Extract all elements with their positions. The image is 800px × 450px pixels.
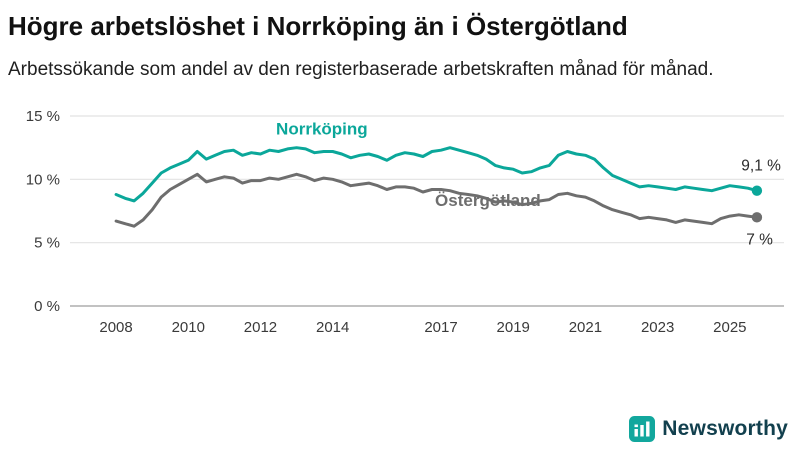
x-tick-2014: 2014 bbox=[316, 319, 349, 336]
x-tick-2008: 2008 bbox=[99, 319, 132, 336]
x-tick-2021: 2021 bbox=[569, 319, 602, 336]
newsworthy-logo[interactable]: Newsworthy bbox=[629, 416, 788, 442]
ostergotland-end-value-label: 7 % bbox=[746, 231, 773, 248]
series-lines bbox=[114, 146, 763, 228]
chart-page: Högre arbetslöshet i Norrköping än i Öst… bbox=[8, 11, 784, 345]
norrkoping-series-label: Norrköping bbox=[276, 119, 368, 138]
y-tick-0: 0 % bbox=[34, 298, 60, 315]
y-axis-labels: 15 % 10 % 5 % 0 % bbox=[26, 108, 60, 315]
x-tick-2025: 2025 bbox=[713, 319, 746, 336]
x-axis-labels: 2008 2010 2012 2014 2017 2019 2021 2023 2025 bbox=[99, 319, 746, 336]
newsworthy-logo-icon bbox=[629, 416, 656, 442]
series-annotations: Östergötland 7 % Norrköping 9,1 % bbox=[276, 119, 781, 248]
y-tick-15: 15 % bbox=[26, 108, 60, 125]
x-tick-2017: 2017 bbox=[424, 319, 457, 336]
y-tick-5: 5 % bbox=[34, 235, 60, 252]
norrkoping-end-value-label: 9,1 % bbox=[741, 158, 781, 175]
gridlines bbox=[70, 115, 784, 307]
line-chart-figure: 15 % 10 % 5 % 0 % 2008 2010 2012 2014 2017 2019 2… bbox=[8, 98, 784, 345]
line-chart: 15 %10 %5 %0 % 2008 2010 2012 2014 2017 2019 2… bbox=[26, 108, 784, 336]
norrkoping-line bbox=[114, 146, 759, 203]
norrkoping-end-dot bbox=[751, 185, 763, 196]
newsworthy-wordmark: Newsworthy bbox=[662, 417, 788, 440]
x-tick-2019: 2019 bbox=[497, 319, 530, 336]
x-tick-2010: 2010 bbox=[172, 319, 205, 336]
x-tick-2023: 2023 bbox=[641, 319, 674, 336]
ostergotland-end-dot bbox=[751, 211, 763, 223]
chart-title: Högre arbetslöshet i Norrköping än i Öst… bbox=[8, 11, 628, 41]
x-tick-2012: 2012 bbox=[244, 319, 277, 336]
ostergotland-series-label: Östergötland bbox=[435, 191, 541, 210]
chart-subtitle: Arbetssökande som andel av den registerb… bbox=[8, 58, 714, 80]
y-tick-10: 10 % bbox=[26, 171, 60, 188]
ostergotland-line bbox=[114, 172, 759, 228]
